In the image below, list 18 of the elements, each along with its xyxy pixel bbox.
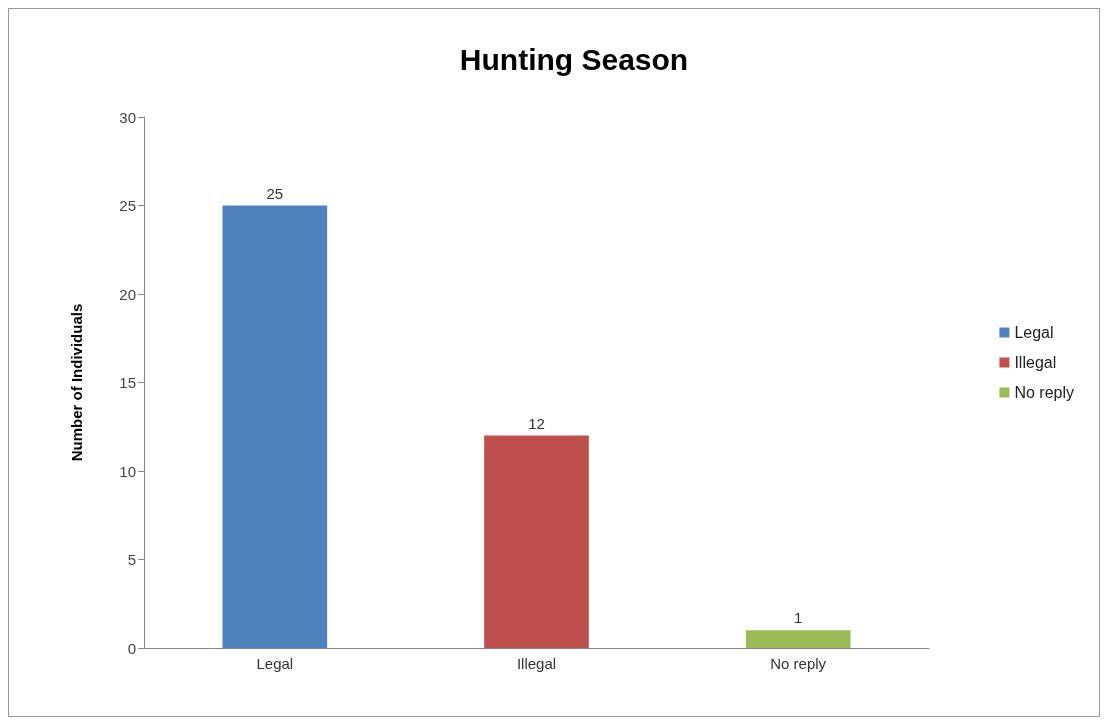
- y-tick-label: 5: [127, 551, 136, 568]
- x-tick-label: Illegal: [516, 655, 557, 672]
- chart-title: Hunting Season: [459, 42, 689, 76]
- data-label: 25: [266, 184, 284, 202]
- x-tick-label: Legal: [256, 655, 294, 672]
- y-tick-label: 25: [119, 197, 136, 214]
- legend-label: No reply: [1014, 384, 1074, 401]
- y-axis-title: Number of Individuals: [68, 303, 85, 462]
- data-label: 1: [793, 609, 803, 627]
- x-tick-label: No reply: [770, 655, 827, 672]
- y-tick-label: 0: [127, 639, 136, 657]
- y-tick-label: 30: [119, 108, 136, 126]
- y-tick-label: 15: [119, 374, 136, 391]
- legend-label: Legal: [1014, 324, 1054, 341]
- legend-label: Illegal: [1014, 354, 1057, 371]
- y-tick-label: 10: [119, 462, 136, 480]
- data-label: 12: [528, 414, 545, 432]
- y-tick-label: 20: [119, 285, 136, 303]
